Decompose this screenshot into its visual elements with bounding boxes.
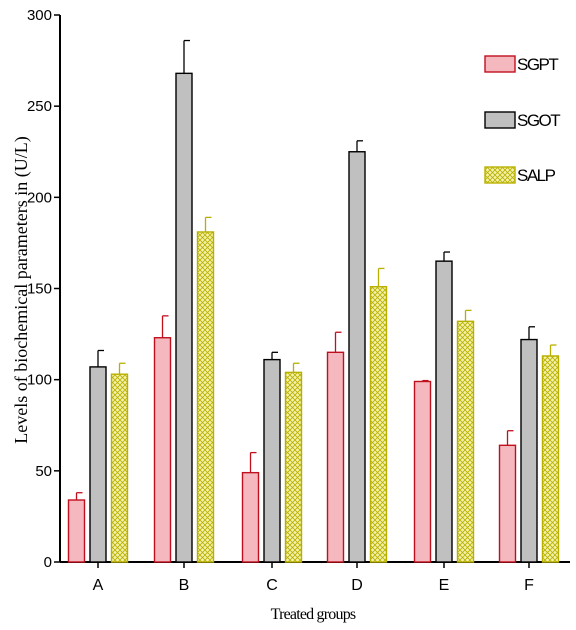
legend-label-salp: SALP bbox=[517, 166, 556, 185]
x-tick-label: C bbox=[266, 577, 278, 594]
bar-sgpt-b bbox=[153, 337, 172, 563]
bar-salp-a bbox=[110, 373, 129, 563]
y-tick-label: 100 bbox=[27, 372, 52, 389]
bar-sgot-e bbox=[435, 260, 453, 563]
x-tick-label: B bbox=[179, 577, 190, 594]
bar-sgpt-a bbox=[67, 499, 86, 563]
y-tick-label: 200 bbox=[27, 189, 52, 206]
bar-sgot-c bbox=[263, 358, 281, 563]
y-tick-label: 300 bbox=[27, 7, 52, 24]
bar-sgot-a bbox=[89, 366, 107, 563]
bar-sgpt-e bbox=[413, 380, 432, 563]
bar-sgot-b bbox=[175, 72, 193, 563]
bar-sgot-d bbox=[348, 151, 366, 563]
bar-sgpt-d bbox=[326, 351, 345, 563]
y-tick-label: 0 bbox=[44, 554, 52, 571]
bar-salp-d bbox=[369, 285, 388, 563]
legend-swatch-sgot bbox=[484, 111, 516, 129]
x-tick-label: A bbox=[93, 577, 104, 594]
x-tick-label: D bbox=[351, 577, 363, 594]
y-tick-label: 250 bbox=[27, 98, 52, 115]
bar-sgpt-f bbox=[498, 444, 517, 563]
bar-sgot-f bbox=[520, 338, 538, 563]
bar-salp-b bbox=[196, 231, 215, 563]
legend: SGPT SGOT SALP bbox=[484, 55, 562, 185]
y-axis-label: Levels of biochemical parameters in (U/L… bbox=[11, 136, 32, 443]
bars bbox=[67, 39, 560, 563]
y-tick-label: 150 bbox=[27, 281, 52, 298]
bar-salp-c bbox=[284, 371, 303, 563]
bar-salp-f bbox=[541, 355, 560, 563]
legend-swatch-sgpt bbox=[484, 55, 516, 73]
legend-swatch-salp bbox=[484, 166, 516, 184]
axes: 0 50 100 150 200 250 300 A B C D E F bbox=[27, 7, 570, 594]
x-tick-label: E bbox=[439, 577, 450, 594]
bar-salp-e bbox=[456, 320, 475, 563]
x-tick-label: F bbox=[524, 577, 534, 594]
x-axis-label: Treated groups bbox=[271, 606, 356, 623]
bar-sgpt-c bbox=[241, 471, 260, 563]
legend-label-sgpt: SGPT bbox=[517, 55, 558, 74]
y-tick-label: 50 bbox=[35, 463, 52, 480]
legend-label-sgot: SGOT bbox=[517, 111, 560, 130]
